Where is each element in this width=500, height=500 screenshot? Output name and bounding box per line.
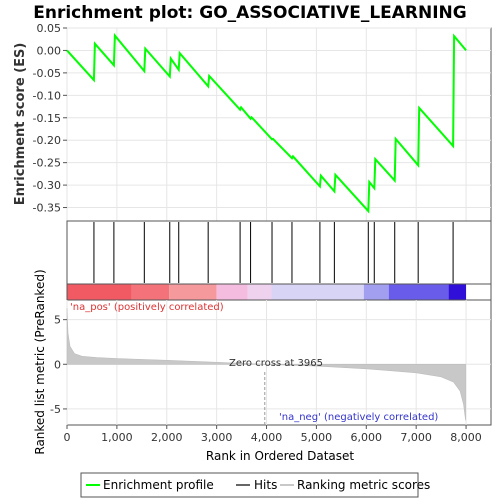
neg-label: 'na_neg' (negatively correlated) bbox=[279, 412, 438, 423]
es-tick-label: -0.15 bbox=[33, 112, 61, 125]
colorbar-segment bbox=[131, 284, 170, 300]
colorbar-segment bbox=[363, 284, 389, 300]
chart-title: Enrichment plot: GO_ASSOCIATIVE_LEARNING bbox=[33, 3, 467, 23]
x-tick-label: 8,000 bbox=[450, 431, 482, 444]
hits-lines bbox=[93, 222, 454, 283]
ranked-tick-label: 5 bbox=[54, 314, 61, 327]
ranked-y-ticks: 5 0 -5 bbox=[50, 314, 67, 416]
x-tick-label: 1,000 bbox=[101, 431, 133, 444]
es-tick-label: -0.30 bbox=[33, 179, 61, 192]
ranking-metric-area bbox=[66, 307, 466, 421]
pos-label: 'na_pos' (positively correlated) bbox=[70, 302, 224, 313]
x-tick-label: 0 bbox=[64, 431, 71, 444]
es-tick-label: -0.10 bbox=[33, 89, 61, 102]
es-tick-label: -0.25 bbox=[33, 157, 61, 170]
ranked-tick-label: -5 bbox=[50, 403, 61, 416]
es-tick-label: -0.05 bbox=[33, 67, 61, 80]
colorbar-segment bbox=[67, 284, 132, 300]
zero-cross-label: Zero cross at 3965 bbox=[229, 358, 323, 369]
es-tick-label: -0.20 bbox=[33, 134, 61, 147]
x-tick-label: 5,000 bbox=[301, 431, 333, 444]
x-ticks: 0 1,000 2,000 3,000 4,000 5,000 6,000 7,000 8,00… bbox=[64, 425, 482, 444]
es-panel-frame bbox=[66, 27, 492, 222]
es-y-ticks: 0.05 0.00 -0.05 -0.10 -0.15 -0.20 -0.25 -0.30 -0… bbox=[33, 22, 67, 215]
colorbar-segment bbox=[247, 284, 272, 300]
legend-enrichment-label: Enrichment profile bbox=[103, 478, 214, 492]
hits-panel-frame bbox=[66, 220, 492, 285]
colorbar-segment bbox=[448, 284, 467, 300]
colorbar-segment bbox=[216, 284, 248, 300]
es-axis-label: Enrichment score (ES) bbox=[13, 43, 28, 206]
x-tick-label: 2,000 bbox=[151, 431, 183, 444]
enrichment-profile-line bbox=[66, 32, 467, 214]
es-tick-label: 0.05 bbox=[37, 22, 62, 35]
ranking-colorbar bbox=[67, 284, 467, 300]
x-tick-label: 6,000 bbox=[351, 431, 383, 444]
x-tick-label: 4,000 bbox=[251, 431, 283, 444]
colorbar-segment bbox=[388, 284, 449, 300]
colorbar-segment bbox=[271, 284, 364, 300]
legend-hits-label: Hits bbox=[254, 478, 277, 492]
es-tick-label: 0.00 bbox=[37, 44, 62, 57]
es-gridlines bbox=[66, 27, 491, 221]
x-axis-label: Rank in Ordered Dataset bbox=[206, 449, 354, 463]
legend-metric-label: Ranking metric scores bbox=[297, 478, 430, 492]
es-tick-label: -0.35 bbox=[33, 202, 61, 215]
ranked-tick-label: 0 bbox=[54, 358, 61, 371]
x-tick-label: 7,000 bbox=[400, 431, 432, 444]
x-tick-label: 3,000 bbox=[201, 431, 233, 444]
colorbar-segment bbox=[169, 284, 217, 300]
ranked-axis-label: Ranked list metric (PreRanked) bbox=[33, 269, 47, 454]
